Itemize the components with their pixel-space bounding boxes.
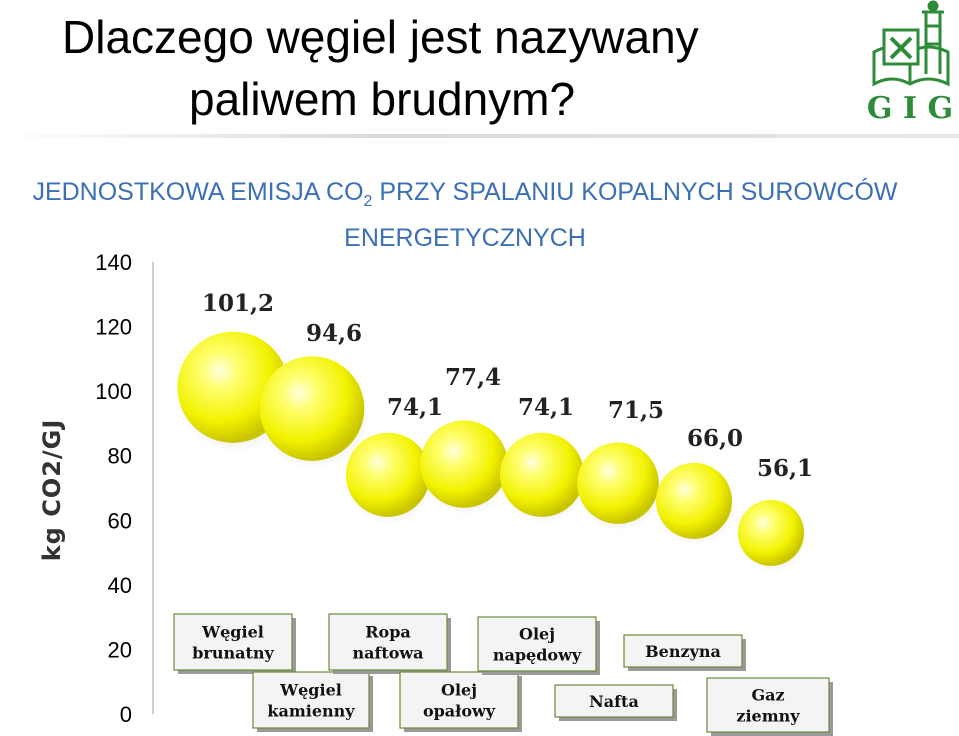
chart-title-subscript: 2	[363, 193, 373, 210]
category-box	[706, 677, 830, 733]
data-label: 71,5	[608, 397, 664, 424]
title-divider	[0, 134, 959, 138]
y-tick-label: 140	[95, 250, 132, 275]
data-markers	[177, 331, 808, 572]
gig-logo: G I G	[862, 0, 959, 130]
chart-title: JEDNOSTKOWA EMISJA CO2 PRZY SPALANIU KOP…	[0, 174, 930, 256]
category-box	[173, 613, 293, 671]
title-line-2: paliwem brudnym?	[189, 73, 576, 125]
data-marker	[259, 356, 365, 461]
data-marker	[499, 432, 585, 517]
y-tick-label: 20	[108, 637, 132, 662]
y-tick-label: 0	[120, 702, 132, 727]
category-label: Ropa naftowa	[352, 623, 423, 663]
y-tick-label: 100	[95, 379, 132, 404]
chart-title-text-2: PRZY SPALANIU KOPALNYCH SUROWCÓW	[372, 178, 898, 206]
data-label: 77,4	[445, 364, 501, 391]
chart-title-line-2: ENERGETYCZNYCH	[344, 224, 586, 252]
data-label: 74,1	[518, 394, 574, 421]
data-label: 94,6	[306, 320, 362, 347]
category-label: Węgiel brunatny	[192, 623, 274, 663]
y-tick-label: 120	[95, 315, 132, 340]
page-title: Dlaczego węgiel jest nazywany paliwem br…	[62, 6, 822, 130]
data-marker	[577, 442, 659, 524]
category-box	[252, 671, 370, 729]
category-box	[554, 684, 674, 718]
data-marker	[345, 432, 431, 517]
category-label: Gaz ziemny	[736, 686, 800, 726]
data-labels: 101,294,674,177,474,1 71,566,056,1	[202, 290, 813, 482]
category-label: Benzyna	[645, 642, 721, 661]
y-ticks: 0 20 40 60 80 100 120 140	[95, 250, 132, 727]
y-tick-label: 40	[108, 573, 132, 598]
data-label: 56,1	[757, 455, 813, 482]
mining-hammers-tower-book-icon: G I G	[867, 0, 953, 126]
data-marker	[420, 420, 508, 508]
chart-title-text: JEDNOSTKOWA EMISJA CO	[32, 178, 364, 206]
category-box	[477, 616, 597, 672]
data-marker	[737, 499, 805, 566]
category-label: Nafta	[589, 692, 639, 711]
data-label: 66,0	[687, 425, 743, 452]
category-box	[623, 634, 743, 668]
logo-text: G I G	[867, 91, 953, 126]
category-box	[399, 671, 519, 729]
category-box	[328, 613, 448, 671]
data-label: 101,2	[202, 290, 274, 317]
category-label: Węgiel kamienny	[267, 681, 355, 721]
y-axis-label: kg CO2/GJ	[38, 419, 66, 562]
category-label: Olej napędowy	[493, 625, 582, 665]
category-label: Olej opałowy	[423, 681, 496, 721]
data-label: 74,1	[387, 394, 443, 421]
data-marker	[656, 462, 732, 539]
title-line-1: Dlaczego węgiel jest nazywany	[62, 11, 699, 63]
y-tick-label: 80	[108, 444, 132, 469]
y-tick-label: 60	[108, 508, 132, 533]
